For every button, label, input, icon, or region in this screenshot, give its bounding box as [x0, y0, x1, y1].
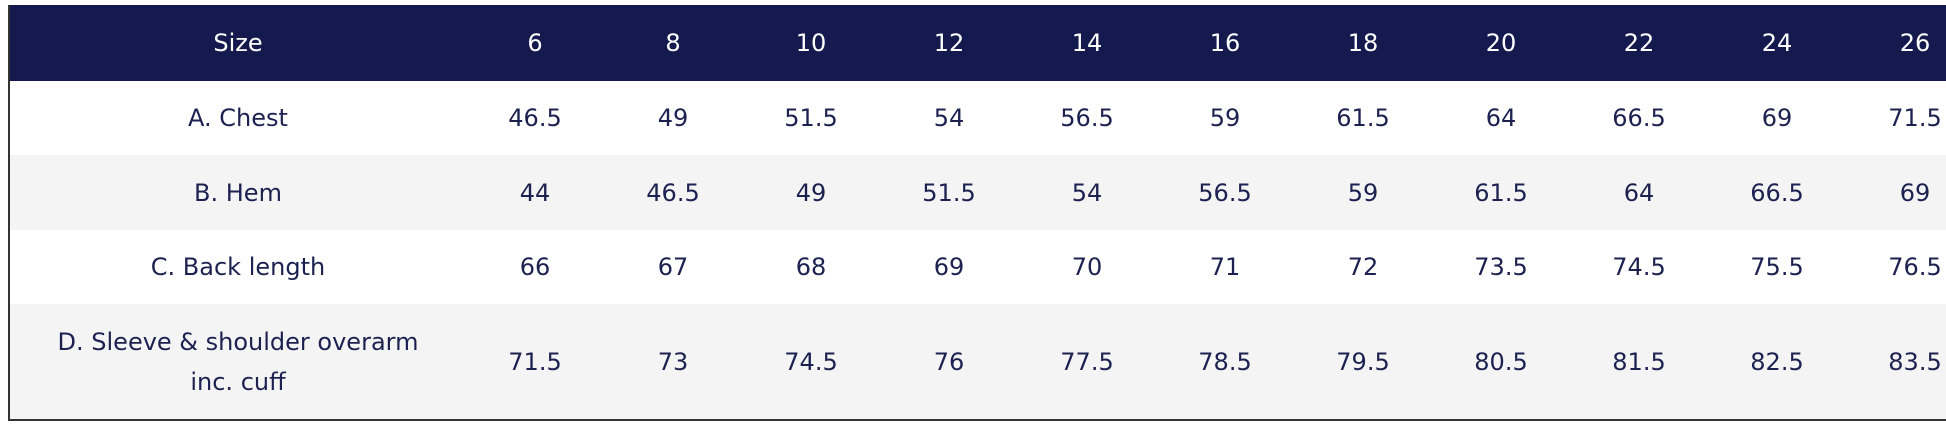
- value-cell: 54: [1018, 155, 1156, 230]
- header-cell: 18: [1294, 5, 1432, 81]
- value-cell: 51.5: [742, 81, 880, 155]
- value-cell: 66: [466, 230, 604, 304]
- value-cell: 78.5: [1156, 304, 1294, 420]
- value-cell: 61.5: [1432, 155, 1570, 230]
- value-cell: 69: [880, 230, 1018, 304]
- row-label: C. Back length: [9, 230, 466, 304]
- header-cell: 16: [1156, 5, 1294, 81]
- value-cell: 59: [1156, 81, 1294, 155]
- value-cell: 64: [1570, 155, 1708, 230]
- value-cell: 77.5: [1018, 304, 1156, 420]
- value-cell: 59: [1294, 155, 1432, 230]
- value-cell: 61.5: [1294, 81, 1432, 155]
- value-cell: 49: [604, 81, 742, 155]
- value-cell: 82.5: [1708, 304, 1846, 420]
- row-label: D. Sleeve & shoulder overarm inc. cuff: [9, 304, 466, 420]
- table-row: D. Sleeve & shoulder overarm inc. cuff 71…: [9, 304, 1946, 420]
- value-cell: 79.5: [1294, 304, 1432, 420]
- value-cell: 56.5: [1156, 155, 1294, 230]
- header-cell: 12: [880, 5, 1018, 81]
- value-cell: 83.5: [1846, 304, 1946, 420]
- value-cell: 44: [466, 155, 604, 230]
- value-cell: 81.5: [1570, 304, 1708, 420]
- value-cell: 76.5: [1846, 230, 1946, 304]
- value-cell: 69: [1708, 81, 1846, 155]
- value-cell: 64: [1432, 81, 1570, 155]
- size-table: Size 6 8 10 12 14 16 18 20 22 24 26 A. Chest 46.5 49 5…: [8, 5, 1946, 421]
- header-cell: 10: [742, 5, 880, 81]
- header-cell: 20: [1432, 5, 1570, 81]
- value-cell: 66.5: [1708, 155, 1846, 230]
- value-cell: 56.5: [1018, 81, 1156, 155]
- value-cell: 46.5: [466, 81, 604, 155]
- value-cell: 73: [604, 304, 742, 420]
- header-cell: 26: [1846, 5, 1946, 81]
- value-cell: 74.5: [742, 304, 880, 420]
- value-cell: 71.5: [466, 304, 604, 420]
- value-cell: 49: [742, 155, 880, 230]
- value-cell: 72: [1294, 230, 1432, 304]
- header-cell: 6: [466, 5, 604, 81]
- header-cell: 14: [1018, 5, 1156, 81]
- header-cell: Size: [9, 5, 466, 81]
- value-cell: 69: [1846, 155, 1946, 230]
- header-cell: 24: [1708, 5, 1846, 81]
- table-row: A. Chest 46.5 49 51.5 54 56.5 59 61.5 64 66.5 69 71…: [9, 81, 1946, 155]
- value-cell: 76: [880, 304, 1018, 420]
- row-label: B. Hem: [9, 155, 466, 230]
- value-cell: 71: [1156, 230, 1294, 304]
- value-cell: 80.5: [1432, 304, 1570, 420]
- table-row: C. Back length 66 67 68 69 70 71 72 73.5 74.5 75.5…: [9, 230, 1946, 304]
- table-row: B. Hem 44 46.5 49 51.5 54 56.5 59 61.5 64 66.5 69: [9, 155, 1946, 230]
- header-cell: 22: [1570, 5, 1708, 81]
- value-cell: 54: [880, 81, 1018, 155]
- value-cell: 46.5: [604, 155, 742, 230]
- row-label: A. Chest: [9, 81, 466, 155]
- value-cell: 51.5: [880, 155, 1018, 230]
- value-cell: 70: [1018, 230, 1156, 304]
- value-cell: 71.5: [1846, 81, 1946, 155]
- header-row: Size 6 8 10 12 14 16 18 20 22 24 26: [9, 5, 1946, 81]
- value-cell: 73.5: [1432, 230, 1570, 304]
- value-cell: 74.5: [1570, 230, 1708, 304]
- header-cell: 8: [604, 5, 742, 81]
- value-cell: 68: [742, 230, 880, 304]
- value-cell: 66.5: [1570, 81, 1708, 155]
- value-cell: 67: [604, 230, 742, 304]
- value-cell: 75.5: [1708, 230, 1846, 304]
